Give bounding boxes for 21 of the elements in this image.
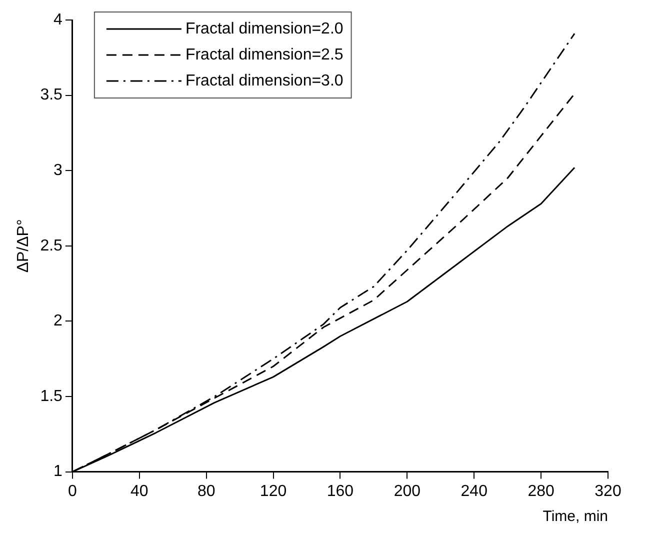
x-axis-title: Time, min <box>542 508 608 526</box>
x-tick-label: 280 <box>528 482 554 500</box>
x-tick-label: 240 <box>460 482 488 500</box>
x-tick-label: 120 <box>260 482 287 500</box>
x-tick-label: 40 <box>130 482 148 500</box>
x-tick-label: 160 <box>326 482 354 500</box>
x-tick-label: 80 <box>197 482 216 500</box>
y-tick-label: 3.5 <box>40 86 63 104</box>
y-tick-label: 4 <box>54 11 63 28</box>
y-tick-label: 1 <box>54 463 63 480</box>
legend-label: Fractal dimension=2.0 <box>185 20 344 38</box>
y-tick-label: 2.5 <box>40 237 63 254</box>
y-tick-label: 1.5 <box>40 388 63 405</box>
legend-label: Fractal dimension=2.5 <box>185 46 344 64</box>
y-tick-label: 3 <box>54 162 63 180</box>
x-tick-label: 320 <box>594 482 622 500</box>
x-tick-label: 0 <box>68 482 77 500</box>
x-tick-label: 200 <box>394 482 421 500</box>
y-axis-title: ΔP/ΔP° <box>15 219 32 273</box>
legend-label: Fractal dimension=3.0 <box>185 72 344 90</box>
y-tick-label: 2 <box>54 312 63 330</box>
